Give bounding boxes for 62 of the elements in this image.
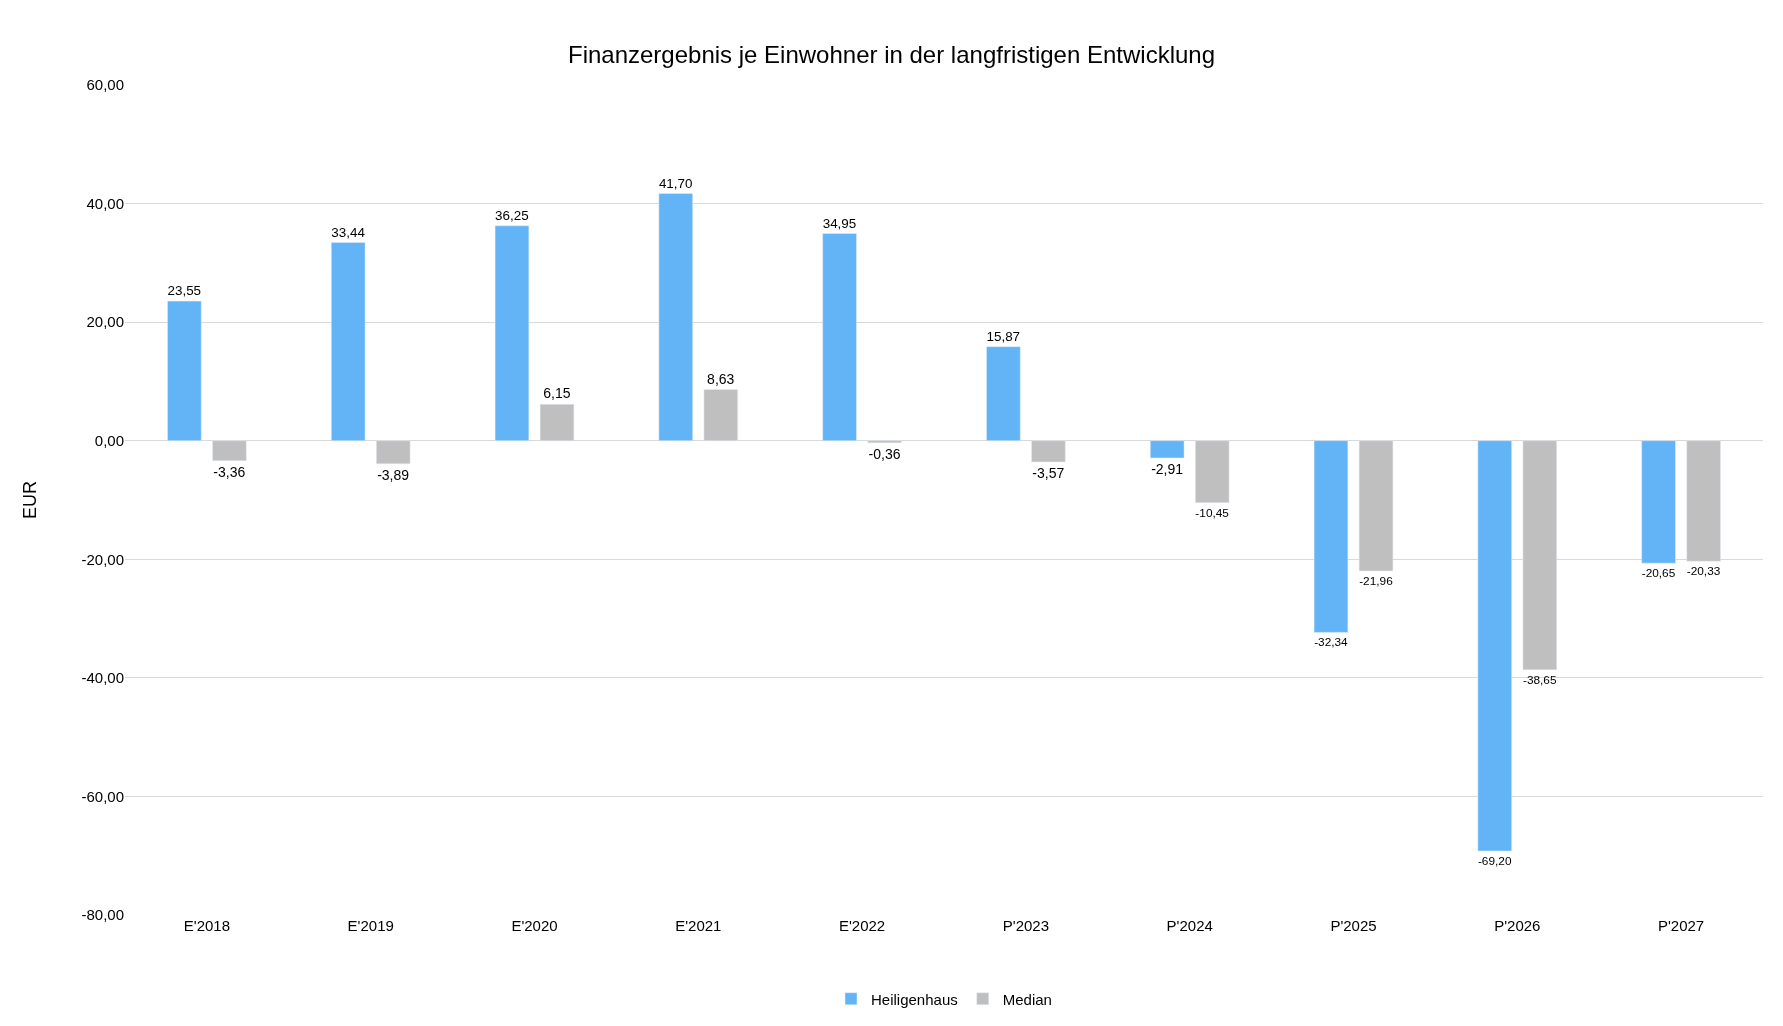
data-label: 41,70 bbox=[658, 175, 693, 191]
data-label: -10,45 bbox=[1195, 505, 1230, 520]
bar bbox=[1477, 440, 1512, 852]
bar bbox=[1358, 440, 1394, 572]
bar bbox=[1031, 440, 1066, 463]
bar bbox=[1522, 440, 1557, 671]
data-label: -20,65 bbox=[1641, 566, 1676, 581]
bar bbox=[494, 225, 530, 441]
legend-label: Heiligenhaus bbox=[871, 990, 958, 1008]
bar bbox=[331, 242, 366, 441]
data-label: 23,55 bbox=[167, 283, 202, 299]
data-label: -20,33 bbox=[1686, 564, 1721, 579]
x-tick-label: E'2022 bbox=[838, 917, 886, 934]
x-tick-label: P'2025 bbox=[1330, 917, 1377, 934]
data-label: 33,44 bbox=[331, 224, 366, 240]
data-label: 15,87 bbox=[986, 328, 1021, 344]
y-tick-label: 40,00 bbox=[86, 194, 124, 212]
bar bbox=[212, 440, 247, 461]
bar bbox=[1313, 440, 1349, 633]
x-tick-label: P'2023 bbox=[1002, 917, 1050, 934]
data-label: -2,91 bbox=[1151, 460, 1184, 477]
data-label: 8,63 bbox=[707, 370, 735, 387]
bar bbox=[658, 193, 693, 441]
bar bbox=[1195, 440, 1230, 503]
bar bbox=[1150, 440, 1185, 459]
data-label: -38,65 bbox=[1522, 672, 1557, 687]
data-label: -21,96 bbox=[1359, 573, 1394, 588]
x-tick-label: E'2020 bbox=[511, 917, 558, 934]
data-label: 36,25 bbox=[495, 207, 529, 223]
y-tick-label: -60,00 bbox=[81, 787, 124, 805]
y-tick-label: 0,00 bbox=[94, 431, 124, 449]
bar bbox=[167, 300, 202, 441]
bar bbox=[822, 233, 857, 441]
bar bbox=[376, 440, 411, 465]
x-tick-label: P'2024 bbox=[1166, 917, 1213, 934]
y-tick-label: -40,00 bbox=[81, 669, 124, 687]
data-label: 34,95 bbox=[822, 215, 857, 231]
data-label: -3,36 bbox=[213, 463, 246, 480]
data-label: -0,36 bbox=[868, 445, 901, 462]
y-tick-label: -80,00 bbox=[81, 906, 124, 924]
data-label: -3,57 bbox=[1032, 464, 1065, 481]
data-label: -69,20 bbox=[1477, 853, 1512, 868]
x-tick-label: P'2027 bbox=[1657, 917, 1705, 934]
chart-title: Finanzergebnis je Einwohner in der langfristigen Entwicklung bbox=[567, 40, 1216, 68]
bar bbox=[867, 440, 902, 444]
x-tick-label: E'2019 bbox=[347, 917, 394, 934]
legend-label: Median bbox=[1002, 990, 1052, 1008]
y-tick-label: -20,00 bbox=[81, 550, 124, 568]
data-label: 6,15 bbox=[543, 385, 571, 402]
data-label: -3,89 bbox=[377, 466, 410, 483]
y-tick-label: 60,00 bbox=[86, 76, 124, 94]
y-axis-title: EUR bbox=[19, 480, 40, 520]
x-tick-label: P'2026 bbox=[1494, 917, 1541, 934]
bar bbox=[986, 346, 1021, 441]
bar bbox=[703, 389, 738, 441]
x-tick-label: E'2018 bbox=[183, 917, 231, 934]
y-tick-label: 20,00 bbox=[86, 313, 124, 331]
x-tick-label: E'2021 bbox=[675, 917, 722, 934]
bar bbox=[1686, 440, 1721, 562]
bar bbox=[539, 404, 575, 441]
bar bbox=[1641, 440, 1676, 564]
data-label: -32,34 bbox=[1314, 635, 1349, 650]
